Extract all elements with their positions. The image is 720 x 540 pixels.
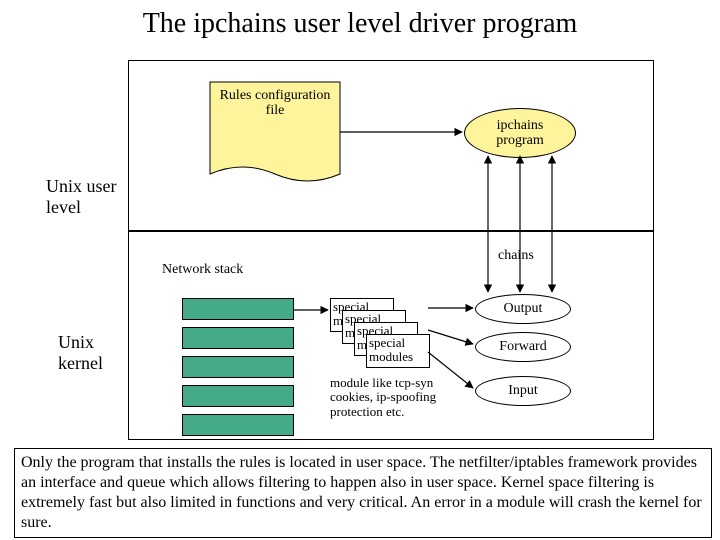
network-stack-label: Network stack xyxy=(162,262,243,277)
rules-file-label: Rules configuration file xyxy=(210,88,340,119)
stack-bar xyxy=(182,414,294,436)
page-title: The ipchains user level driver program xyxy=(0,8,720,40)
chains-group-label: chains xyxy=(498,248,534,263)
ipchains-program-label: ipchains program xyxy=(496,118,543,149)
unix-user-level-label: Unix user level xyxy=(46,176,117,217)
stack-bar xyxy=(182,298,294,320)
ipchains-program-node: ipchains program xyxy=(464,108,576,158)
module-caption: module like tcp-syn cookies, ip-spoofing… xyxy=(330,376,436,419)
stack-bar xyxy=(182,356,294,378)
stack-bar xyxy=(182,327,294,349)
user-level-region xyxy=(128,60,654,232)
chain-ellipse: Output xyxy=(475,294,571,324)
chain-ellipse: Forward xyxy=(475,332,571,362)
special-module-box: special modules xyxy=(366,334,430,368)
stack-bar xyxy=(182,385,294,407)
unix-kernel-label: Unix kernel xyxy=(58,332,103,373)
chain-ellipse: Input xyxy=(475,376,571,406)
footer-note: Only the program that installs the rules… xyxy=(14,448,712,538)
